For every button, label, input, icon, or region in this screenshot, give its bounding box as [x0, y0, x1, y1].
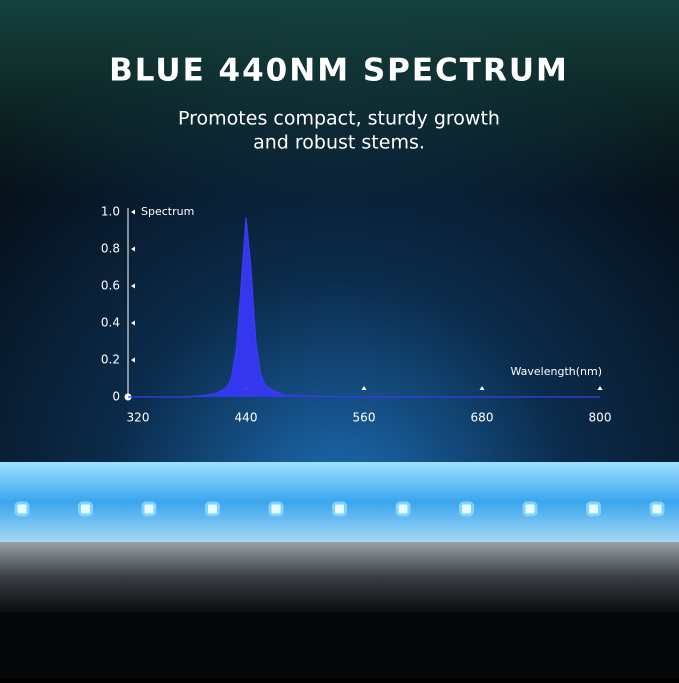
y-tick-mark [131, 246, 135, 252]
led [78, 501, 93, 517]
y-tick-label: 1.0 [101, 205, 120, 219]
subtitle-line: and robust stems. [253, 132, 425, 154]
led [522, 501, 538, 517]
spectrum-area [128, 217, 600, 397]
led [141, 501, 157, 517]
y-tick-label: 0.8 [101, 242, 120, 256]
x-tick-mark [361, 386, 367, 390]
x-tick-label: 680 [471, 411, 494, 425]
y-tick-mark [131, 320, 135, 326]
x-tick-label: 440 [235, 411, 258, 425]
x-tick-label: 800 [589, 411, 612, 425]
led [268, 501, 284, 517]
led [586, 501, 601, 517]
x-axis-label: Wavelength(nm) [510, 365, 602, 378]
led [205, 501, 220, 517]
subtitle-line: Promotes compact, sturdy growth [178, 108, 500, 130]
led [459, 501, 474, 517]
y-tick-label: 0.2 [101, 353, 120, 367]
title: BLUE 440NM SPECTRUM [109, 53, 569, 89]
y-tick-mark [131, 357, 135, 363]
led [14, 501, 30, 517]
y-tick-mark [131, 209, 135, 215]
x-tick-label: 560 [353, 411, 376, 425]
y-axis-label: Spectrum [141, 205, 194, 218]
bottom [0, 612, 679, 679]
leds [14, 501, 665, 517]
top-glow [0, 0, 679, 200]
x-tick-mark [479, 386, 485, 390]
y-tick-mark [131, 283, 135, 289]
y-tick-label: 0.6 [101, 279, 120, 293]
y-tick-label: 0.4 [101, 316, 120, 330]
y-tick-label: 0 [112, 390, 120, 404]
metal-rail [0, 542, 679, 612]
spectrum-line [128, 217, 600, 398]
led [395, 501, 411, 517]
x-tick-mark [597, 386, 603, 390]
led [332, 501, 347, 517]
led [649, 501, 665, 517]
x-tick-label: 320 [127, 411, 150, 425]
